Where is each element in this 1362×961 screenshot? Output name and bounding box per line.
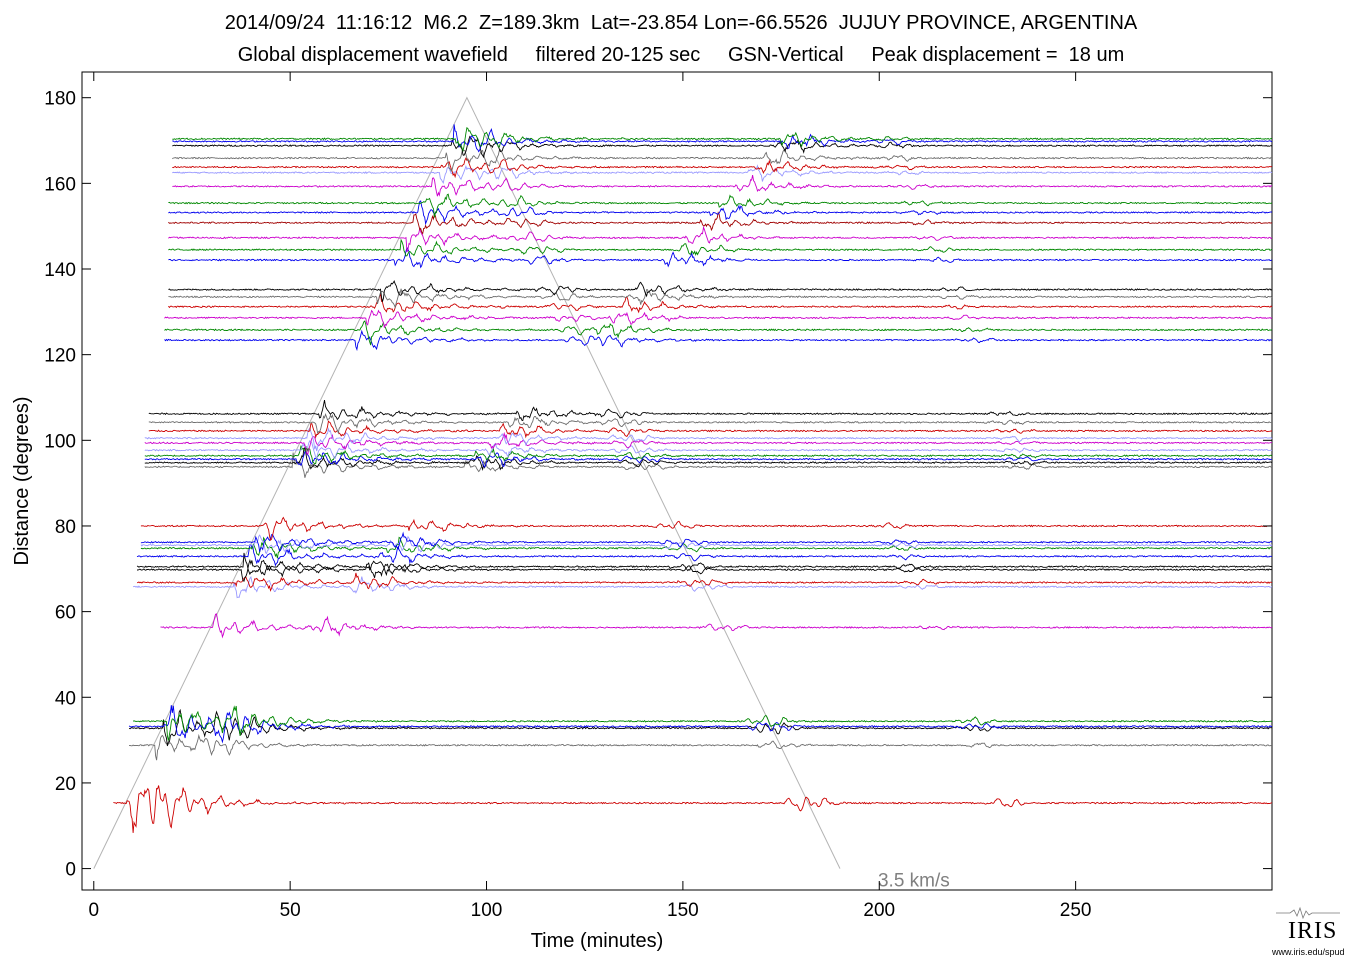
plot-frame [81, 71, 1273, 891]
trace-150.8 [168, 211, 1273, 235]
trace-147.3 [168, 225, 1273, 253]
y-tick-label: 20 [55, 774, 76, 795]
y-tick-label: 140 [44, 260, 76, 281]
trace-99.4 [144, 431, 1273, 456]
trace-144.5 [168, 238, 1273, 257]
trace-131.2 [168, 293, 1273, 314]
trace-125.8 [164, 320, 1273, 346]
trace-96.4 [144, 445, 1273, 465]
y-tick-label: 180 [44, 89, 76, 110]
y-tick-label: 160 [44, 174, 76, 195]
y-tick-label: 120 [44, 346, 76, 367]
trace-65.8 [132, 576, 1273, 599]
trace-28.8 [129, 733, 1273, 761]
chart-subtitle: Global displacement wavefield filtered 2… [237, 44, 1125, 66]
y-tick-label: 60 [55, 603, 76, 624]
trace-33.2 [128, 705, 1272, 744]
trace-155.4 [168, 193, 1273, 218]
seismogram-icon [1276, 906, 1340, 920]
y-axis-label: Distance (degrees) [11, 397, 33, 566]
trace-75.5 [140, 534, 1273, 554]
trace-76.2 [140, 531, 1273, 553]
x-tick-label: 150 [667, 900, 699, 921]
trace-159.3 [172, 175, 1273, 197]
trace-95.6 [144, 450, 1272, 468]
trace-100.5 [144, 427, 1273, 452]
trace-70.5 [136, 552, 1273, 577]
x-tick-label: 100 [471, 900, 503, 921]
velocity-label: 3.5 km/s [878, 871, 950, 892]
trace-56.3 [160, 613, 1273, 639]
trace-170.4 [172, 127, 1272, 153]
x-tick-label: 0 [88, 900, 99, 921]
trace-135.2 [168, 280, 1273, 302]
trace-165.9 [172, 148, 1272, 172]
x-tick-label: 200 [863, 900, 895, 921]
trace-153.2 [168, 200, 1273, 226]
trace-168.8 [172, 135, 1273, 159]
trace-32.8 [128, 708, 1273, 747]
x-axis-label: Time (minutes) [531, 930, 664, 952]
trace-74.8 [140, 536, 1273, 559]
trace-133.5 [168, 288, 1273, 309]
chart-title: 2014/09/24 11:16:12 M6.2 Z=189.3km Lat=-… [224, 12, 1138, 34]
y-tick-label: 0 [65, 860, 76, 881]
iris-logo: IRIS [1288, 918, 1338, 944]
y-tick-label: 100 [44, 431, 76, 452]
trace-34.4 [132, 705, 1273, 741]
trace-123.4 [164, 329, 1273, 352]
trace-15.3 [113, 785, 1273, 833]
trace-106.2 [148, 400, 1273, 422]
trace-104.2 [148, 413, 1273, 435]
trace-93.8 [144, 452, 1273, 478]
trace-69.8 [137, 559, 1273, 582]
trace-169.8 [172, 124, 1273, 153]
y-tick-label: 80 [55, 517, 76, 538]
trace-162.5 [172, 164, 1273, 185]
trace-80 [140, 516, 1273, 542]
trace-163.8 [172, 157, 1273, 179]
trace-66.8 [136, 572, 1273, 592]
trace-142.1 [168, 246, 1273, 269]
trace-102.2 [148, 420, 1272, 439]
x-tick-label: 250 [1060, 900, 1092, 921]
x-tick-label: 50 [280, 900, 301, 921]
trace-97.7 [144, 440, 1273, 460]
iris-url: www.iris.edu/spud [1272, 947, 1345, 957]
velocity-reference-line [93, 96, 841, 869]
trace-72.9 [136, 544, 1273, 567]
y-tick-label: 40 [55, 688, 76, 709]
trace-128.6 [164, 309, 1273, 328]
